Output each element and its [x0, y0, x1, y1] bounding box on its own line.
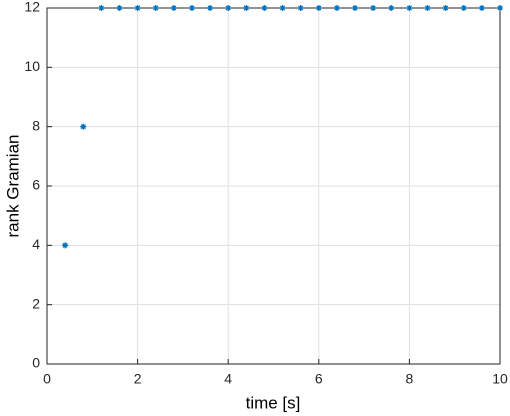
x-tick-label: 0	[43, 371, 51, 387]
marker	[225, 5, 232, 11]
marker	[170, 5, 177, 11]
x-tick-label: 4	[224, 371, 232, 387]
marker	[442, 5, 449, 11]
marker	[279, 5, 286, 11]
marker	[80, 123, 87, 130]
marker	[116, 5, 123, 11]
y-tick-label: 2	[32, 295, 40, 311]
marker	[152, 5, 159, 11]
x-axis-label: time [s]	[246, 393, 301, 412]
x-tick-label: 8	[406, 371, 414, 387]
marker	[478, 5, 485, 11]
y-tick-label: 6	[32, 177, 40, 193]
marker	[388, 5, 395, 11]
marker	[207, 5, 214, 11]
marker	[497, 5, 503, 11]
marker	[424, 5, 431, 11]
marker	[297, 5, 304, 11]
plot-frame	[46, 7, 501, 365]
y-tick-label: 12	[24, 0, 40, 15]
marker	[315, 5, 322, 11]
marker	[333, 5, 340, 11]
y-tick-label: 8	[32, 117, 40, 133]
marker	[243, 5, 250, 11]
marker	[134, 5, 141, 11]
marker	[98, 5, 105, 11]
marker	[188, 5, 195, 11]
y-tick-label: 0	[32, 355, 40, 371]
x-tick-label: 6	[315, 371, 323, 387]
marker	[460, 5, 467, 11]
y-axis-label: rank Gramian	[3, 135, 22, 238]
x-tick-label: 2	[134, 371, 142, 387]
marker	[352, 5, 359, 11]
marker	[62, 242, 69, 249]
marker	[406, 5, 413, 11]
marker	[370, 5, 377, 11]
x-tick-label: 10	[492, 371, 508, 387]
y-tick-label: 4	[32, 236, 40, 252]
y-tick-label: 10	[24, 58, 40, 74]
marker	[261, 5, 268, 11]
